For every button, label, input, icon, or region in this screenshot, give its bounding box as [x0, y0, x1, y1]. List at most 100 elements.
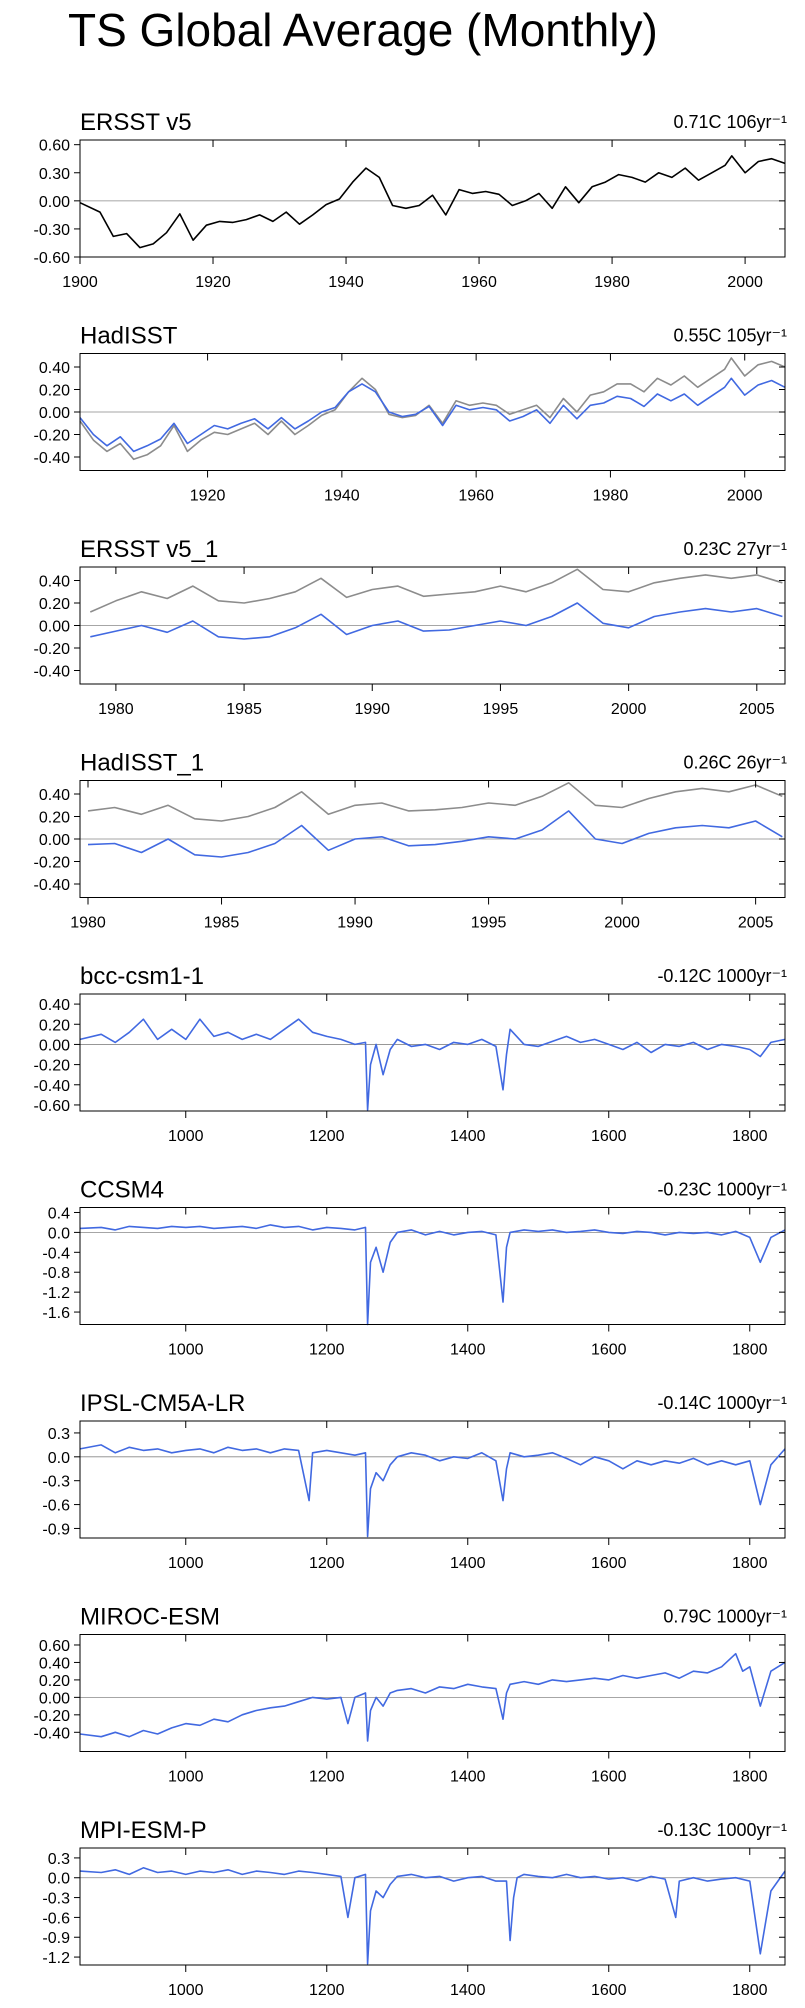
y-tick-label: -0.20 [34, 855, 71, 872]
y-tick-label: -0.40 [34, 1725, 71, 1742]
y-tick-label: 0.0 [48, 1450, 70, 1467]
x-tick-label: 1995 [483, 701, 519, 718]
series-line-1 [79, 377, 786, 453]
series-line-1 [90, 602, 783, 640]
x-tick-label: 1400 [450, 1982, 486, 1999]
series-line-0 [79, 155, 786, 249]
x-tick-label: 1200 [309, 1555, 345, 1572]
y-tick-label: -0.60 [34, 250, 71, 267]
y-tick-label: -0.40 [34, 450, 71, 467]
y-tick-label: -0.40 [34, 877, 71, 894]
plot-frame [79, 1207, 786, 1325]
x-tick-label: 2005 [738, 915, 774, 932]
x-tick-label: 1800 [732, 1128, 768, 1145]
x-tick-label: 1000 [168, 1555, 204, 1572]
y-tick-label: -0.9 [42, 1521, 70, 1538]
panel-trend-label: -0.14C 1000yr⁻¹ [657, 1393, 787, 1413]
y-tick-label: -1.2 [42, 1285, 70, 1302]
x-tick-label: 1400 [450, 1128, 486, 1145]
panel-trend-label: -0.12C 1000yr⁻¹ [657, 966, 787, 986]
panels-container: ERSST v5 0.71C 106yr⁻¹ 0.60 0.30 0.00 -0.30 -0… [34, 109, 787, 1999]
y-tick-label: -0.60 [34, 1098, 71, 1115]
y-tick-label: -0.20 [34, 428, 71, 445]
x-tick-label: 1400 [450, 1769, 486, 1786]
panel-title: bcc-csm1-1 [80, 963, 204, 990]
series-line-0 [87, 781, 783, 822]
plot-frame [79, 993, 786, 1112]
y-tick-label: 0.00 [39, 1690, 70, 1707]
x-tick-label: 1985 [204, 915, 240, 932]
series-line-0 [79, 357, 786, 461]
y-tick-label: 0.00 [39, 194, 70, 211]
x-tick-label: 1920 [195, 274, 231, 291]
panel-trend-label: 0.55C 105yr⁻¹ [673, 326, 787, 346]
x-tick-label: 2000 [727, 274, 763, 291]
panel-trend-label: 0.79C 1000yr⁻¹ [663, 1607, 787, 1627]
y-tick-label: -0.20 [34, 1708, 71, 1725]
series-line-0 [79, 1867, 786, 1965]
panel-trend-label: 0.26C 26yr⁻¹ [683, 753, 787, 773]
plot-frame [79, 139, 786, 258]
x-tick-label: 2000 [727, 488, 763, 505]
x-tick-label: 1600 [591, 1982, 627, 1999]
panel-7: MIROC-ESM 0.79C 1000yr⁻¹0.600.400.200.00-… [34, 1604, 787, 1786]
x-tick-label: 1000 [168, 1128, 204, 1145]
panel-title: IPSL-CM5A-LR [80, 1390, 245, 1417]
series-line-0 [79, 1652, 786, 1742]
y-tick-label: 0.00 [39, 619, 70, 636]
x-tick-label: 1800 [732, 1769, 768, 1786]
x-tick-label: 1400 [450, 1342, 486, 1359]
x-tick-label: 2000 [611, 701, 647, 718]
panel-4: bcc-csm1-1 -0.12C 1000yr⁻¹ 0.40 0.20 0.00 -0.… [34, 963, 787, 1145]
x-tick-label: 1990 [337, 915, 373, 932]
y-tick-label: -0.30 [34, 222, 71, 239]
y-tick-label: 0.40 [39, 787, 70, 804]
series-line-0 [79, 1444, 786, 1538]
x-tick-label: 1900 [62, 274, 98, 291]
x-tick-label: 1960 [458, 488, 494, 505]
x-tick-label: 1800 [732, 1555, 768, 1572]
y-tick-label: 0.20 [39, 1017, 70, 1034]
x-tick-label: 1980 [98, 701, 134, 718]
y-tick-label: -0.4 [42, 1245, 70, 1262]
plot-frame [79, 1420, 786, 1539]
y-tick-label: -0.20 [34, 1058, 71, 1075]
y-tick-label: 0.60 [39, 138, 70, 155]
x-tick-label: 1800 [732, 1982, 768, 1999]
y-tick-label: 0.20 [39, 810, 70, 827]
y-tick-label: -0.20 [34, 641, 71, 658]
y-tick-label: -0.40 [34, 664, 71, 681]
x-tick-label: 1990 [354, 701, 390, 718]
y-tick-label: 0.30 [39, 166, 70, 183]
plot-frame [79, 1847, 786, 1966]
panel-trend-label: 0.71C 106yr⁻¹ [673, 112, 787, 132]
x-tick-label: 1940 [328, 274, 364, 291]
x-tick-label: 1960 [461, 274, 497, 291]
x-tick-label: 1600 [591, 1555, 627, 1572]
panel-trend-label: -0.13C 1000yr⁻¹ [657, 1820, 787, 1840]
y-tick-label: 0.40 [39, 574, 70, 591]
x-tick-label: 1985 [226, 701, 262, 718]
x-tick-label: 1600 [591, 1128, 627, 1145]
y-tick-label: 0.3 [48, 1851, 70, 1868]
x-tick-label: 1995 [471, 915, 507, 932]
series-line-0 [89, 568, 783, 613]
x-tick-label: 1600 [591, 1342, 627, 1359]
y-tick-label: -1.2 [42, 1950, 70, 1967]
y-tick-label: -0.8 [42, 1265, 70, 1282]
panel-2: ERSST v5_1 0.23C 27yr⁻¹ 0.40 0.20 0.00 -0.20 -… [34, 536, 787, 718]
series-line-0 [79, 1224, 786, 1326]
x-tick-label: 1980 [593, 488, 629, 505]
x-tick-label: 1920 [190, 488, 226, 505]
x-tick-label: 1940 [324, 488, 360, 505]
panel-trend-label: 0.23C 27yr⁻¹ [683, 539, 787, 559]
y-tick-label: 0.20 [39, 383, 70, 400]
x-tick-label: 1980 [70, 915, 106, 932]
panel-3: HadISST_1 0.26C 26yr⁻¹ 0.40 0.20 0.00 -0.20 -0… [34, 750, 787, 932]
y-tick-label: -0.40 [34, 1078, 71, 1095]
y-tick-label: -0.6 [42, 1910, 70, 1927]
x-tick-label: 1980 [594, 274, 630, 291]
x-tick-label: 2000 [604, 915, 640, 932]
y-tick-label: 0.00 [39, 405, 70, 422]
